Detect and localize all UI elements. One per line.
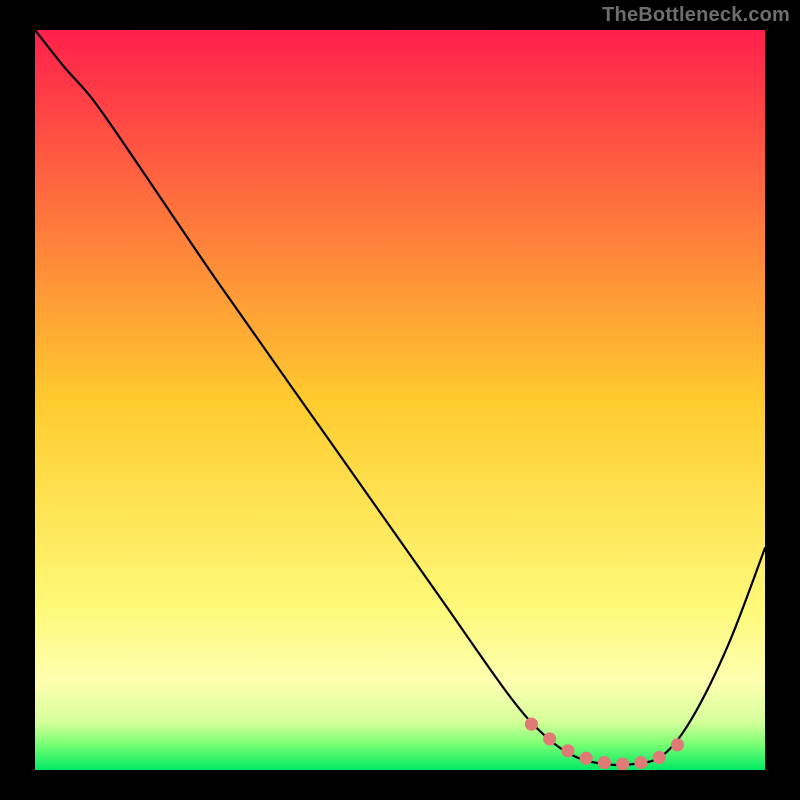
plot-background xyxy=(35,30,765,770)
chart-stage: { "attribution": { "text": "TheBottlenec… xyxy=(0,0,800,800)
bottleneck-chart xyxy=(0,0,800,800)
trough-marker xyxy=(598,756,611,769)
trough-marker xyxy=(671,738,684,751)
trough-marker xyxy=(616,758,629,771)
trough-marker xyxy=(634,756,647,769)
attribution-label: TheBottleneck.com xyxy=(602,4,790,27)
trough-marker xyxy=(525,718,538,731)
trough-marker xyxy=(543,732,556,745)
trough-marker xyxy=(561,744,574,757)
trough-marker xyxy=(580,752,593,765)
trough-marker xyxy=(653,751,666,764)
